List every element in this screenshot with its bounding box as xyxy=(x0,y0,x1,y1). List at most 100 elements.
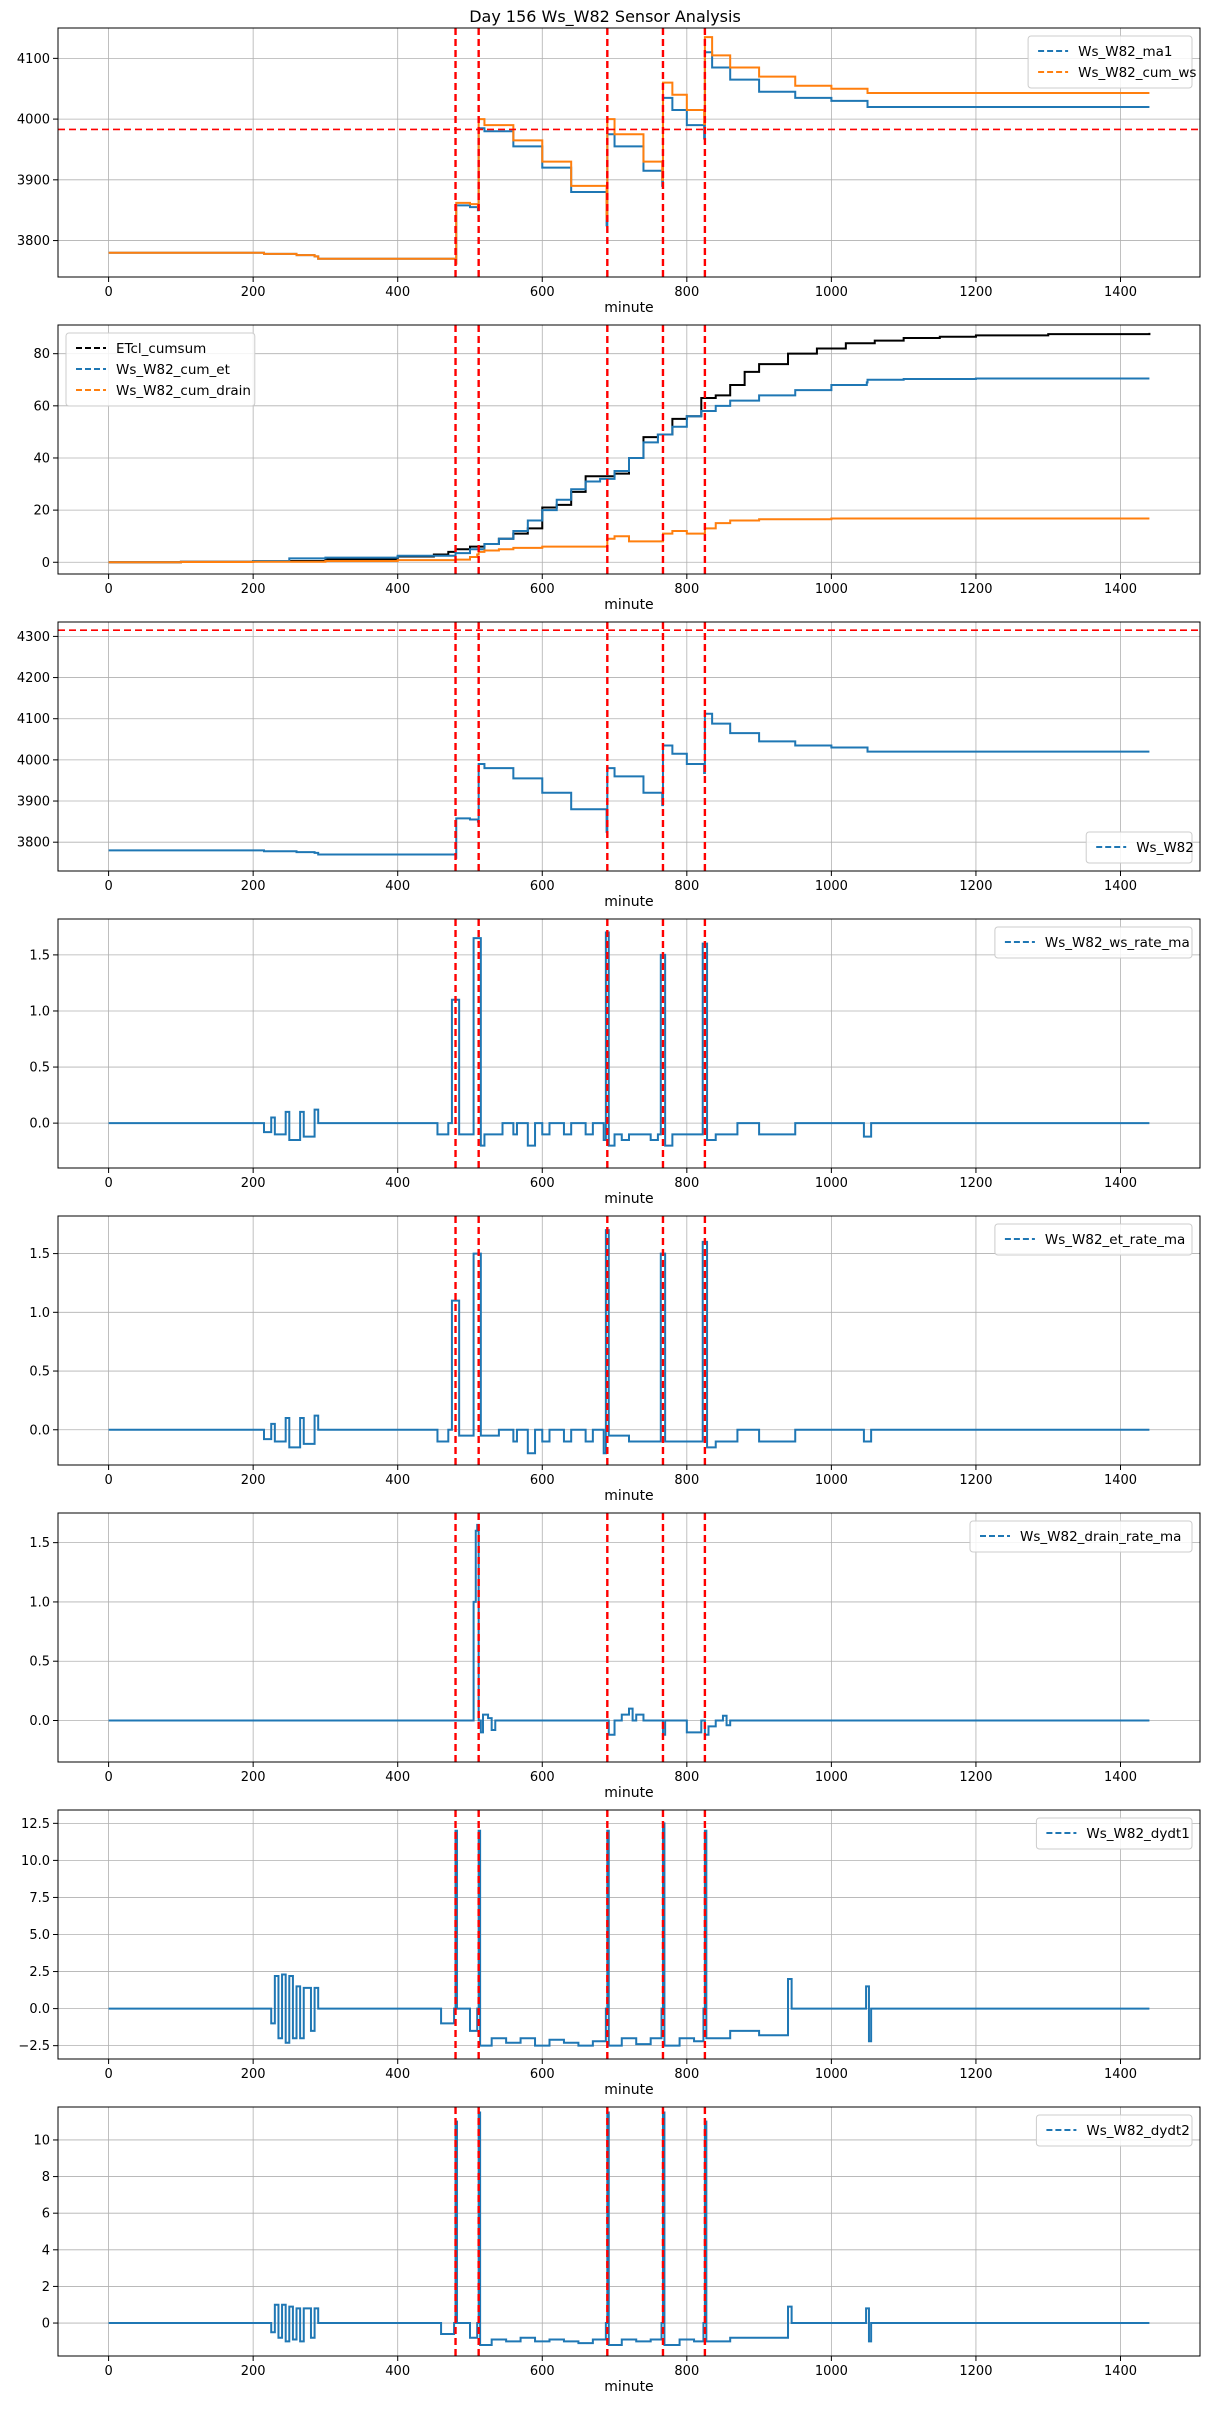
x-tick-label: 600 xyxy=(530,1176,555,1191)
plot-area xyxy=(108,2107,1150,2356)
x-tick-label: 400 xyxy=(385,2364,410,2379)
y-tick-label: 0 xyxy=(42,2317,50,2332)
x-tick-label: 1000 xyxy=(815,879,848,894)
y-tick-label: 7.5 xyxy=(29,1891,50,1906)
x-tick-label: 1000 xyxy=(815,582,848,597)
x-tick-label: 1200 xyxy=(959,285,992,300)
x-tick-label: 600 xyxy=(530,2364,555,2379)
y-tick-label: 0 xyxy=(42,556,50,571)
x-tick-label: 1200 xyxy=(959,1473,992,1488)
y-tick-label: 2 xyxy=(42,2280,50,2295)
legend-entry: Ws_W82_et_rate_ma xyxy=(1045,1232,1185,1248)
y-tick-label: 10.0 xyxy=(21,1854,50,1869)
x-tick-label: 200 xyxy=(241,879,266,894)
legend: Ws_W82_ws_rate_ma xyxy=(994,926,1193,959)
x-tick-label: 1200 xyxy=(959,2067,992,2082)
y-tick-label: 0.5 xyxy=(29,1655,50,1670)
plot-area xyxy=(108,1216,1150,1465)
chart-panel-2: 0 200 400 600 800 1000 1200 1400 0 20 40 60 80 minute… xyxy=(33,324,1201,613)
x-tick-label: 800 xyxy=(674,1473,699,1488)
x-tick-label: 1200 xyxy=(959,2364,992,2379)
legend: Ws_W82_et_rate_ma xyxy=(994,1223,1193,1256)
series-line-1 xyxy=(108,377,1150,564)
chart-panel-3: 0 200 400 600 800 1000 1200 1400 3800 3900 4000 410… xyxy=(17,621,1201,910)
x-tick-label: 400 xyxy=(385,1770,410,1785)
chart-panel-4: 0 200 400 600 800 1000 1200 1400 0.0 0.5 1.0 1.5 min… xyxy=(29,918,1201,1207)
x-tick-label: 0 xyxy=(104,582,112,597)
y-tick-label: 0.0 xyxy=(29,1423,50,1438)
chart-panel-7: 0 200 400 600 800 1000 1200 1400 −2.5 0.0 2.5 5.0 7.… xyxy=(18,1809,1201,2098)
x-axis-label: minute xyxy=(604,597,653,613)
chart-stack: 0 200 400 600 800 1000 1200 1400380039004000410… xyxy=(17,27,1201,2395)
chart-panel-8: 0 200 400 600 800 1000 1200 1400 0 2 4 6 8 10 minute Ws… xyxy=(33,2106,1201,2395)
x-tick-label: 800 xyxy=(674,879,699,894)
figure-title: Day 156 Ws_W82 Sensor Analysis xyxy=(469,7,741,27)
legend-entry: ETcl_cumsum xyxy=(116,341,206,357)
y-tick-label: 0.5 xyxy=(29,1365,50,1380)
x-tick-label: 600 xyxy=(530,2067,555,2082)
y-tick-label: 4300 xyxy=(17,630,50,645)
x-tick-label: 1400 xyxy=(1104,879,1137,894)
y-tick-label: 0.0 xyxy=(29,2002,50,2017)
x-tick-label: 400 xyxy=(385,2067,410,2082)
x-axis-label: minute xyxy=(604,300,653,316)
y-tick-label: 1.5 xyxy=(29,948,50,963)
legend: Ws_W82_dydt1 xyxy=(1035,1817,1193,1850)
plot-area xyxy=(58,622,1200,871)
x-tick-label: 0 xyxy=(104,2067,112,2082)
legend: Ws_W82_dydt2 xyxy=(1035,2114,1193,2147)
x-tick-label: 1400 xyxy=(1104,2067,1137,2082)
axes-frame xyxy=(57,2106,1201,2357)
series-line-0 xyxy=(108,332,1151,564)
plot-area xyxy=(108,1513,1150,1762)
plot-area xyxy=(108,919,1150,1168)
x-tick-label: 200 xyxy=(241,2364,266,2379)
x-tick-label: 1000 xyxy=(815,1473,848,1488)
x-tick-label: 1400 xyxy=(1104,582,1137,597)
y-tick-label: 20 xyxy=(33,504,50,519)
x-tick-label: 200 xyxy=(241,1473,266,1488)
y-tick-label: 12.5 xyxy=(21,1817,50,1832)
x-tick-label: 1000 xyxy=(815,1770,848,1785)
y-tick-label: 4200 xyxy=(17,671,50,686)
series-line-0 xyxy=(108,1523,1150,1736)
x-tick-label: 1400 xyxy=(1104,2364,1137,2379)
x-axis-label: minute xyxy=(604,1785,653,1801)
chart-panel-5: 0 200 400 600 800 1000 1200 1400 0.0 0.5 1.0 1.5 min… xyxy=(29,1215,1201,1504)
x-tick-label: 800 xyxy=(674,1176,699,1191)
x-tick-label: 200 xyxy=(241,582,266,597)
axes-frame xyxy=(57,1215,1201,1466)
legend-entry: Ws_W82_cum_et xyxy=(116,362,230,378)
y-tick-label: 4000 xyxy=(17,113,50,128)
y-tick-label: 2.5 xyxy=(29,1965,50,1980)
x-tick-label: 800 xyxy=(674,582,699,597)
y-tick-label: 3900 xyxy=(17,173,50,188)
chart-panel-1: 0 200 400 600 800 1000 1200 1400 3800 3900 4000 410… xyxy=(17,27,1201,316)
legend-box xyxy=(65,332,256,407)
x-tick-label: 0 xyxy=(104,2364,112,2379)
legend-box xyxy=(1085,831,1193,864)
y-tick-label: 4100 xyxy=(17,712,50,727)
x-tick-label: 1400 xyxy=(1104,1176,1137,1191)
axes-frame xyxy=(57,621,1201,872)
axes-frame xyxy=(57,1512,1201,1763)
x-tick-label: 200 xyxy=(241,1176,266,1191)
x-axis-label: minute xyxy=(604,1191,653,1207)
legend: Ws_W82_ma1 Ws_W82_cum_ws xyxy=(1027,35,1196,89)
y-tick-label: 1.0 xyxy=(29,1595,50,1610)
x-tick-label: 400 xyxy=(385,1473,410,1488)
x-tick-label: 600 xyxy=(530,1473,555,1488)
series-line-1 xyxy=(108,36,1150,265)
x-tick-label: 1000 xyxy=(815,285,848,300)
y-tick-label: 80 xyxy=(33,347,50,362)
y-tick-label: 0.0 xyxy=(29,1714,50,1729)
legend: Ws_W82 xyxy=(1085,831,1194,864)
legend-entry: Ws_W82_dydt1 xyxy=(1086,1826,1189,1842)
x-tick-label: 1200 xyxy=(959,879,992,894)
y-tick-label: 1.5 xyxy=(29,1247,50,1262)
legend-entry: Ws_W82_ma1 xyxy=(1078,44,1172,60)
y-tick-label: 3800 xyxy=(17,234,50,249)
legend-entry: Ws_W82_drain_rate_ma xyxy=(1020,1529,1181,1545)
y-tick-label: 10 xyxy=(33,2133,50,2148)
x-axis-label: minute xyxy=(604,1488,653,1504)
